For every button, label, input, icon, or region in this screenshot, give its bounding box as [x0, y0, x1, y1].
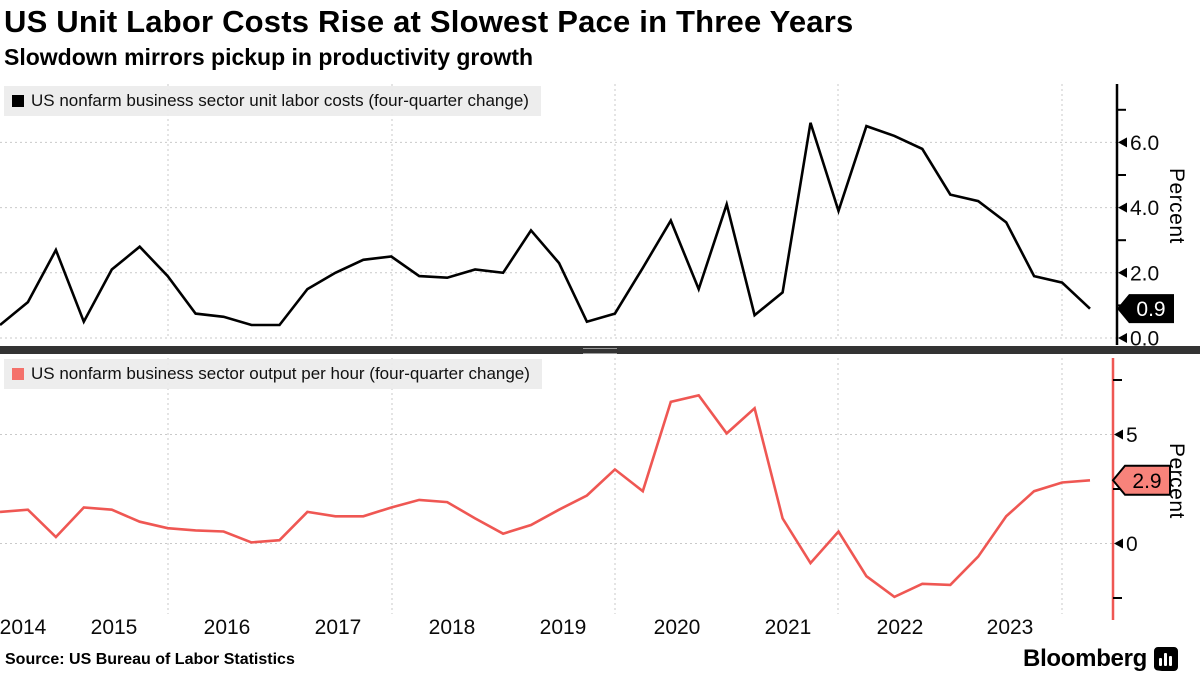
y-axis-major-tick [1118, 333, 1127, 343]
last-value-badge [1111, 464, 1171, 496]
x-axis-year-label: 2019 [539, 616, 587, 639]
y-axis-major-tick [1118, 137, 1127, 148]
page-subtitle: Slowdown mirrors pickup in productivity … [4, 44, 534, 70]
bloomberg-terminal-icon [1154, 647, 1178, 671]
y-axis-tick-label: 4.0 [1130, 197, 1159, 220]
last-value-badge-text: 0.9 [1136, 298, 1165, 321]
output-per-hour-series-line [0, 393, 1091, 599]
y-axis-major-tick [1118, 202, 1127, 213]
legend-unit-labor-costs: US nonfarm business sector unit labor co… [4, 86, 541, 116]
unit-labor-costs-chart: 0.0 2.0 4.0 6.0 0.9 [0, 84, 1174, 347]
legend-swatch-black [12, 95, 24, 107]
x-axis-year-label: 2014 [0, 616, 47, 639]
legend-label: US nonfarm business sector unit labor co… [31, 91, 529, 110]
bloomberg-wordmark: Bloomberg [1023, 645, 1147, 672]
x-axis-year-label: 2023 [986, 616, 1034, 639]
x-axis-year-label: 2021 [764, 616, 812, 639]
y-axis-tick-label: 0.0 [1130, 328, 1159, 347]
y-axis-major-tick [1118, 267, 1127, 278]
legend-label: US nonfarm business sector output per ho… [31, 364, 530, 383]
source-note: Source: US Bureau of Labor Statistics [5, 651, 295, 668]
x-axis-year-label: 2020 [653, 616, 701, 639]
unit-labor-costs-series-line [0, 122, 1091, 327]
y-axis-tick-label: 6.0 [1130, 132, 1159, 155]
legend-output-per-hour: US nonfarm business sector output per ho… [4, 359, 542, 389]
y-axis-title-top: Percent [1165, 168, 1188, 244]
bloomberg-logo: Bloomberg [1023, 645, 1178, 673]
x-axis: 2014 2015 2016 2017 2018 2019 2020 2021 2022 2023 [0, 616, 1200, 642]
y-axis-tick-label: 0 [1126, 533, 1138, 556]
last-value-badge-text: 2.9 [1132, 470, 1161, 493]
x-axis-year-label: 2018 [428, 616, 476, 639]
y-axis-title-bottom: Percent [1165, 443, 1188, 519]
x-axis-year-label: 2017 [314, 616, 362, 639]
output-per-hour-chart: 052.9 [0, 358, 1171, 620]
x-axis-year-label: 2016 [203, 616, 251, 639]
legend-swatch-red [12, 368, 24, 380]
panel-divider-drag-handle[interactable] [583, 348, 617, 354]
x-axis-year-label: 2022 [876, 616, 924, 639]
y-axis-major-tick [1114, 429, 1123, 440]
x-axis-year-label: 2015 [90, 616, 138, 639]
y-axis-tick-label: 2.0 [1130, 262, 1159, 285]
y-axis-major-tick [1114, 538, 1123, 549]
page-title: US Unit Labor Costs Rise at Slowest Pace… [4, 4, 854, 39]
panel-divider [0, 346, 1200, 354]
y-axis-tick-label: 5 [1126, 424, 1138, 447]
last-value-badge [1117, 294, 1174, 324]
